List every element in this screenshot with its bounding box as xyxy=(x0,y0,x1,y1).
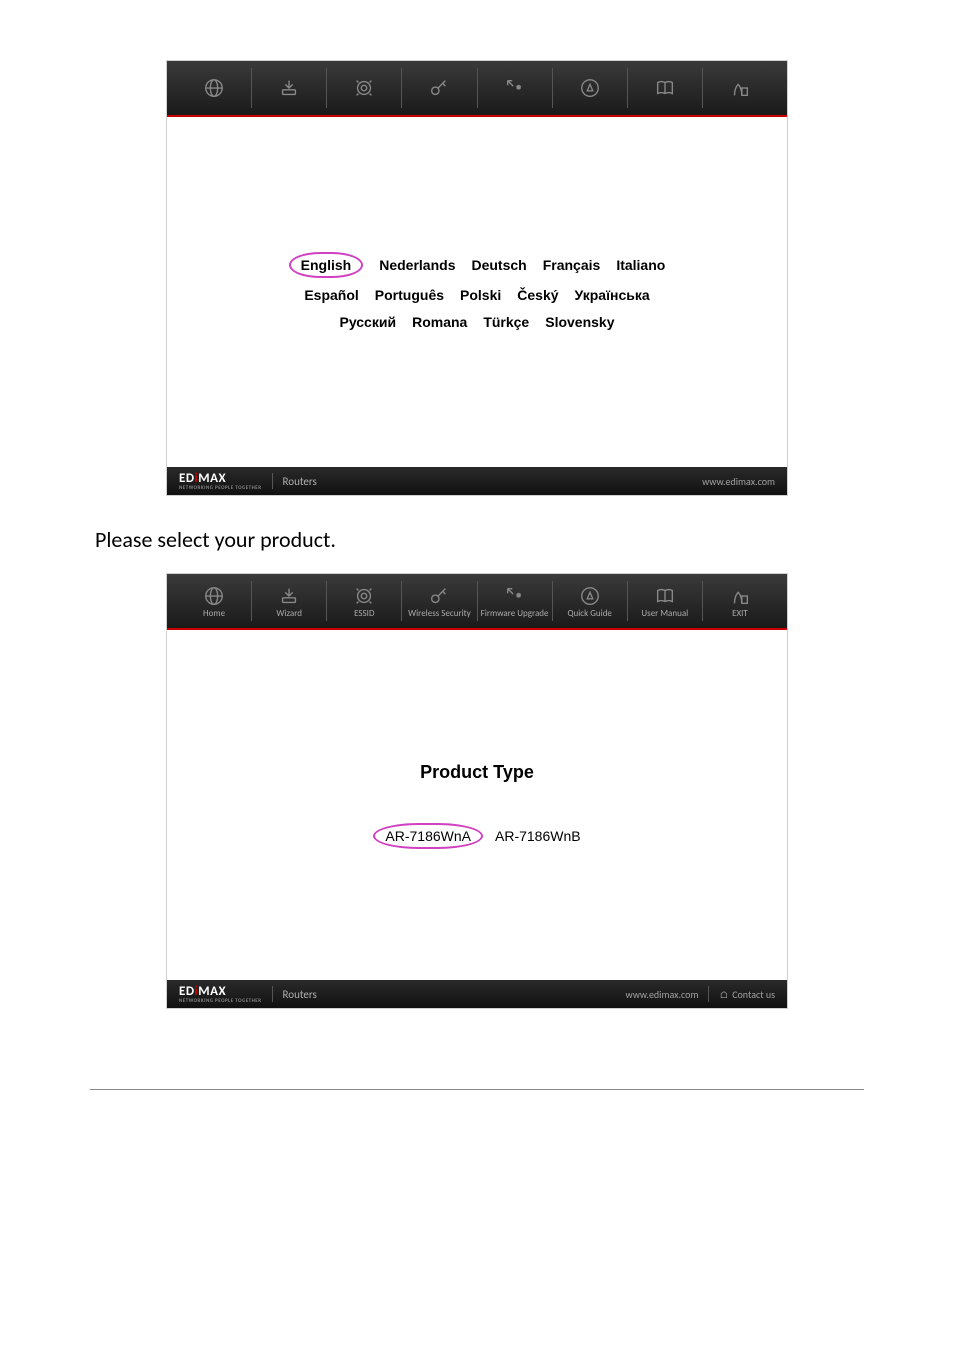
footer-bar-2: EDiMAXNETWORKING PEOPLE TOGETHER Routers… xyxy=(167,980,787,1008)
lang-русский[interactable]: Русский xyxy=(340,314,397,330)
nav-home[interactable] xyxy=(177,68,252,108)
nav-firmware-upgrade[interactable]: * Firmware Upgrade xyxy=(478,581,553,621)
product-options: AR-7186WnA AR-7186WnB xyxy=(367,823,586,849)
product-ar-7186wna[interactable]: AR-7186WnA xyxy=(373,823,483,849)
nav-label: Firmware Upgrade xyxy=(481,609,549,618)
lang-slovensky[interactable]: Slovensky xyxy=(545,314,614,330)
nav-label: ESSID xyxy=(354,609,374,618)
upgrade-icon: * xyxy=(504,77,526,99)
nav-essid[interactable]: ESSID xyxy=(327,581,402,621)
lang-türkçe[interactable]: Türkçe xyxy=(483,314,529,330)
lang-row-3: Русский Romana Türkçe Slovensky xyxy=(281,313,674,332)
nav-wizard[interactable] xyxy=(252,68,327,108)
lang-english[interactable]: English xyxy=(289,252,364,278)
lang-nederlands[interactable]: Nederlands xyxy=(379,257,455,273)
lang-українська[interactable]: Українська xyxy=(575,287,650,303)
nav-wireless-security[interactable] xyxy=(402,68,477,108)
nav-home[interactable]: Home xyxy=(177,581,252,621)
book-icon xyxy=(654,585,676,607)
lang-row-1: English Nederlands Deutsch Français Italiano xyxy=(281,252,674,278)
language-list: English Nederlands Deutsch Français Italiano… xyxy=(281,244,674,340)
footer-contact[interactable]: ⌂ Contact us xyxy=(719,988,775,1001)
nav-wizard[interactable]: Wizard xyxy=(252,581,327,621)
lang-português[interactable]: Português xyxy=(375,287,444,303)
footer-divider xyxy=(708,986,709,1002)
exit-icon xyxy=(729,77,751,99)
key-icon xyxy=(428,77,450,99)
footer-url[interactable]: www.edimax.com xyxy=(626,988,699,1001)
svg-text:*: * xyxy=(515,591,520,604)
wizard-icon xyxy=(278,77,300,99)
book-icon xyxy=(654,77,676,99)
compass-icon xyxy=(579,585,601,607)
globe-icon xyxy=(203,585,225,607)
product-content: Product Type AR-7186WnA AR-7186WnB xyxy=(167,630,787,980)
footer-category: Routers xyxy=(283,475,317,488)
antenna-icon xyxy=(353,585,375,607)
nav-label: Wizard xyxy=(276,609,302,618)
home-icon: ⌂ xyxy=(719,988,728,1001)
language-select-window: * English Nederlands Deutsch Français Italia… xyxy=(166,60,788,496)
globe-icon xyxy=(203,77,225,99)
footer-divider xyxy=(272,986,273,1002)
lang-polski[interactable]: Polski xyxy=(460,287,501,303)
antenna-icon xyxy=(353,77,375,99)
edimax-logo: EDiMAXNETWORKING PEOPLE TOGETHER xyxy=(179,984,262,1004)
lang-český[interactable]: Český xyxy=(517,287,558,303)
upgrade-icon: * xyxy=(504,585,526,607)
top-nav-bar: * xyxy=(167,61,787,117)
lang-row-2: Español Português Polski Český Українська xyxy=(281,286,674,305)
lang-deutsch[interactable]: Deutsch xyxy=(471,257,526,273)
lang-español[interactable]: Español xyxy=(304,287,358,303)
nav-label: Wireless Security xyxy=(408,609,471,618)
nav-label: Quick Guide xyxy=(567,609,611,618)
edimax-logo: EDiMAXNETWORKING PEOPLE TOGETHER xyxy=(179,471,262,491)
footer-divider xyxy=(272,473,273,489)
nav-label: Home xyxy=(203,609,225,618)
nav-user-manual[interactable]: User Manual xyxy=(628,581,703,621)
nav-exit[interactable] xyxy=(703,68,777,108)
instruction-text: Please select your product. xyxy=(95,526,864,553)
exit-icon xyxy=(729,585,751,607)
lang-italiano[interactable]: Italiano xyxy=(616,257,665,273)
svg-text:*: * xyxy=(515,84,520,97)
footer-category: Routers xyxy=(283,988,317,1001)
key-icon xyxy=(428,585,450,607)
nav-wireless-security[interactable]: Wireless Security xyxy=(402,581,477,621)
compass-icon xyxy=(579,77,601,99)
wizard-icon xyxy=(278,585,300,607)
page-divider xyxy=(90,1089,864,1090)
product-select-window: Home Wizard ESSID Wireless Security * Fi… xyxy=(166,573,788,1009)
nav-quick-guide[interactable]: Quick Guide xyxy=(553,581,628,621)
top-nav-bar-2: Home Wizard ESSID Wireless Security * Fi… xyxy=(167,574,787,630)
footer-url[interactable]: www.edimax.com xyxy=(702,475,775,488)
nav-essid[interactable] xyxy=(327,68,402,108)
lang-romana[interactable]: Romana xyxy=(412,314,467,330)
product-type-heading: Product Type xyxy=(420,762,534,783)
language-content: English Nederlands Deutsch Français Italiano… xyxy=(167,117,787,467)
nav-exit[interactable]: EXIT xyxy=(703,581,777,621)
nav-label: User Manual xyxy=(641,609,688,618)
lang-français[interactable]: Français xyxy=(543,257,601,273)
contact-label: Contact us xyxy=(732,988,775,1001)
footer-bar: EDiMAXNETWORKING PEOPLE TOGETHER Routers… xyxy=(167,467,787,495)
nav-firmware-upgrade[interactable]: * xyxy=(478,68,553,108)
nav-user-manual[interactable] xyxy=(628,68,703,108)
nav-label: EXIT xyxy=(732,609,748,618)
product-ar-7186wnb[interactable]: AR-7186WnB xyxy=(495,828,581,844)
nav-quick-guide[interactable] xyxy=(553,68,628,108)
